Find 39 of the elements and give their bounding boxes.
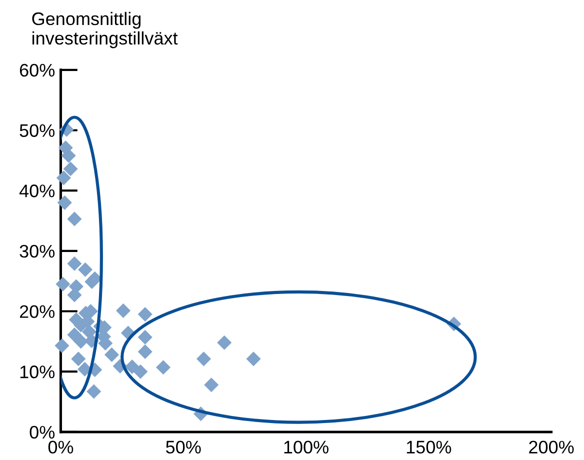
point <box>67 288 82 302</box>
x-tick-label: 0% <box>48 440 74 454</box>
x-tick-label: 200% <box>529 440 574 454</box>
point <box>196 352 212 366</box>
point <box>56 170 71 186</box>
x-tick-label: 50% <box>166 440 201 454</box>
point <box>124 359 140 374</box>
point <box>204 378 219 392</box>
point <box>56 276 70 292</box>
y-tick-label: 20% <box>20 305 55 318</box>
point <box>156 360 171 375</box>
point <box>86 384 102 399</box>
y-tick-label: 30% <box>20 244 55 258</box>
y-tick-label: 10% <box>20 366 55 378</box>
point <box>67 212 82 226</box>
y-tick-label: 40% <box>19 184 55 198</box>
point <box>104 347 120 362</box>
point <box>138 307 152 322</box>
point <box>71 352 86 366</box>
x-tick-label: 100% <box>284 440 328 454</box>
point <box>54 338 70 353</box>
point <box>61 148 76 163</box>
point <box>217 335 232 350</box>
point <box>138 344 152 359</box>
point <box>246 352 261 366</box>
y-tick-label: 60% <box>20 64 55 77</box>
y-tick-label: 50% <box>20 124 55 137</box>
point <box>74 334 88 349</box>
point <box>133 364 148 379</box>
point <box>84 274 100 289</box>
point <box>78 262 93 277</box>
point <box>67 256 82 271</box>
point <box>57 195 72 210</box>
point <box>63 162 78 176</box>
x-tick-label: 150% <box>406 440 452 454</box>
y-tick-label: 0% <box>30 426 55 439</box>
point <box>116 303 131 318</box>
point <box>138 330 152 344</box>
y-axis-title: Genomsnittlig investeringstillväxt <box>32 12 178 48</box>
